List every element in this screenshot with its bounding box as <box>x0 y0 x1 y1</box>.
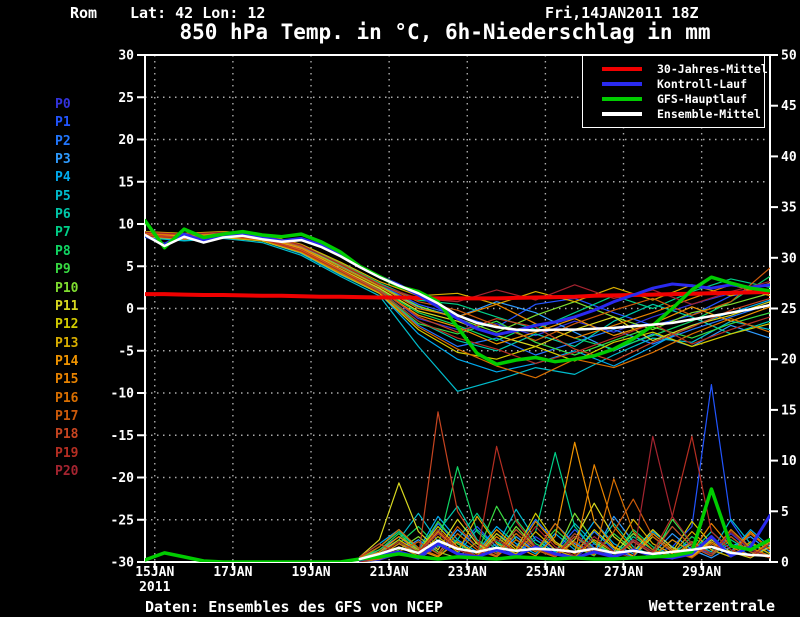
temp-axis-tick-label: 0 <box>126 302 134 317</box>
member-label-P20: P20 <box>55 464 79 479</box>
legend-label: Ensemble-Mittel <box>657 106 761 121</box>
brand-text: Wetterzentrale <box>648 597 775 615</box>
date-axis-tick-label: 29JAN <box>682 565 721 580</box>
precip-line-gfs_main <box>145 487 770 562</box>
grid <box>145 55 770 562</box>
member-label-P18: P18 <box>55 427 79 443</box>
legend-label: GFS-Hauptlauf <box>657 91 748 106</box>
member-label-P9: P9 <box>55 262 71 278</box>
precip-axis-tick-label: 0 <box>781 556 789 571</box>
member-label-P1: P1 <box>55 115 71 131</box>
station-name: Rom <box>70 4 98 22</box>
legend-label: Kontroll-Lauf <box>657 76 748 91</box>
date-axis-tick-label: 17JAN <box>213 565 252 580</box>
temp-axis-tick-label: 25 <box>118 91 134 106</box>
date-axis-tick-label: 27JAN <box>604 565 643 580</box>
legend-item-mean_30yr: 30-Jahres-Mittel <box>583 61 768 76</box>
precip-axis-tick-label: 20 <box>781 353 797 368</box>
legend-swatch-control <box>602 81 642 86</box>
member-label-P11: P11 <box>55 298 79 314</box>
member-label-P4: P4 <box>55 170 71 186</box>
series-lines <box>145 218 770 562</box>
chart-title: 850 hPa Temp. in °C, 6h-Niederschlag in … <box>179 20 711 44</box>
run-datetime: Fri,14JAN2011 18Z <box>545 4 699 22</box>
member-label-P10: P10 <box>55 280 79 296</box>
member-label-P16: P16 <box>55 390 79 406</box>
precip-axis-tick-label: 25 <box>781 302 797 317</box>
data-credit: Daten: Ensembles des GFS von NCEP <box>145 598 444 616</box>
member-label-P2: P2 <box>55 133 71 149</box>
precip-line-ens_mean <box>358 539 770 561</box>
axes: 302520151050-5-10-15-20-25-3050454035302… <box>111 49 797 595</box>
temp-line-gfs_main <box>145 218 770 367</box>
legend-item-gfs_main: GFS-Hauptlauf <box>583 91 764 106</box>
member-label-P6: P6 <box>55 207 71 223</box>
member-label-P3: P3 <box>55 152 71 168</box>
legend-box: 30-Jahres-Mittel Kontroll-Lauf GFS-Hauptla… <box>582 55 768 128</box>
legend-swatch-mean_30yr <box>602 66 642 71</box>
temp-axis-tick-label: -15 <box>111 429 134 444</box>
temp-axis-tick-label: -20 <box>111 471 135 486</box>
precip-member-line-P19 <box>359 435 770 561</box>
legend-label: 30-Jahres-Mittel <box>657 61 768 76</box>
member-label-P17: P17 <box>55 408 79 424</box>
precip-axis-tick-label: 5 <box>781 505 789 520</box>
date-axis-tick-label: 19JAN <box>291 565 330 580</box>
precip-member-line-P12 <box>359 512 770 561</box>
precip-line-control <box>358 513 770 562</box>
temp-axis-tick-label: 15 <box>118 175 134 190</box>
temp-axis-tick-label: -30 <box>111 556 135 571</box>
precip-axis-tick-label: 30 <box>781 251 797 266</box>
temp-axis-tick-label: 30 <box>118 49 134 64</box>
legend-item-ens_mean: Ensemble-Mittel <box>583 106 764 121</box>
date-axis-tick-label: 21JAN <box>370 565 409 580</box>
temp-axis-tick-label: 20 <box>118 133 134 148</box>
station-coords: Lat: 42 Lon: 12 <box>130 4 266 22</box>
member-label-P8: P8 <box>55 243 71 259</box>
precip-axis-tick-label: 45 <box>781 99 797 114</box>
temp-axis-tick-label: 10 <box>118 218 134 233</box>
precip-axis-tick-label: 10 <box>781 454 797 469</box>
precip-axis-tick-label: 15 <box>781 403 797 418</box>
precip-member-line-P18 <box>359 411 770 559</box>
temp-axis-tick-label: -5 <box>118 344 134 359</box>
member-label-P7: P7 <box>55 225 71 241</box>
date-axis-tick-label: 15JAN <box>135 565 174 580</box>
member-label-P12: P12 <box>55 317 79 333</box>
member-label-P0: P0 <box>55 97 71 112</box>
date-axis-tick-label: 25JAN <box>526 565 565 580</box>
legend-swatch-gfs_main <box>602 96 642 101</box>
legend-swatch-ens_mean <box>602 111 642 116</box>
temp-line-mean_30yr <box>145 290 770 301</box>
temp-member-line-P5 <box>145 236 770 392</box>
precip-axis-tick-label: 35 <box>781 201 797 216</box>
date-axis-year-label: 2011 <box>139 580 170 595</box>
temp-axis-tick-label: -25 <box>111 513 134 528</box>
member-label-P13: P13 <box>55 335 79 351</box>
member-label-P15: P15 <box>55 372 79 388</box>
temp-line-control <box>145 232 770 337</box>
legend-item-control: Kontroll-Lauf <box>583 76 764 91</box>
date-axis-tick-label: 23JAN <box>448 565 487 580</box>
member-label-P19: P19 <box>55 445 79 461</box>
precip-axis-tick-label: 50 <box>781 49 797 64</box>
temp-axis-tick-label: 5 <box>126 260 134 275</box>
precip-axis-tick-label: 40 <box>781 150 797 165</box>
temp-member-line-P16 <box>145 235 770 379</box>
member-label-P5: P5 <box>55 188 71 204</box>
temp-line-ens_mean <box>145 233 770 332</box>
member-label-P14: P14 <box>55 353 79 369</box>
temp-axis-tick-label: -10 <box>111 387 135 402</box>
